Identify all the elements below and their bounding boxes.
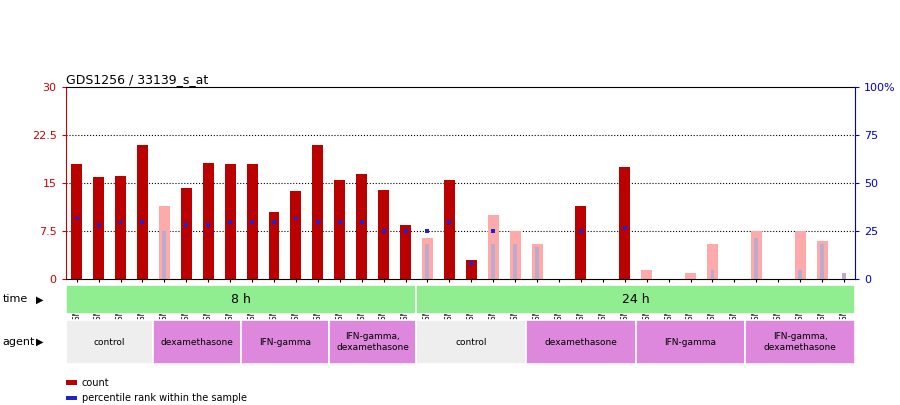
Bar [842,273,846,279]
Bar [751,231,761,279]
Bar [291,191,302,279]
Text: dexamethasone: dexamethasone [544,337,617,347]
Bar [575,206,587,279]
Bar [469,262,473,265]
Bar [96,223,101,227]
Text: IFN-gamma: IFN-gamma [664,337,716,347]
Text: control: control [455,337,487,347]
Text: 24 h: 24 h [622,293,650,306]
Bar [247,164,257,279]
Bar [229,220,232,224]
Text: ▶: ▶ [36,294,43,304]
Bar [338,220,342,224]
Text: time: time [3,294,28,304]
Bar [66,285,417,314]
Bar [400,225,411,279]
Bar [820,244,824,279]
Bar [66,320,153,364]
Bar [312,145,323,279]
Text: ▶: ▶ [36,337,43,347]
Bar [140,220,144,224]
Bar [316,220,320,224]
Bar [491,244,495,279]
Bar [334,180,346,279]
Bar [71,164,82,279]
Bar [619,167,630,279]
Bar [641,270,652,279]
Bar [93,177,104,279]
Bar [403,230,408,233]
Bar [635,320,745,364]
Text: percentile rank within the sample: percentile rank within the sample [82,393,247,403]
Text: IFN-gamma,
dexamethasone: IFN-gamma, dexamethasone [337,332,410,352]
Bar [745,320,855,364]
Bar [623,226,626,230]
Bar [526,320,635,364]
Bar [159,206,170,279]
Bar [162,231,166,279]
Bar [417,320,526,364]
Bar [225,164,236,279]
Bar [754,238,759,279]
Text: IFN-gamma: IFN-gamma [259,337,311,347]
Bar [536,247,539,279]
Bar [798,270,802,279]
Bar [268,212,280,279]
Bar [272,220,276,224]
Bar [115,176,126,279]
Bar [360,220,364,224]
Bar [426,244,429,279]
Bar [795,231,806,279]
Bar [328,320,417,364]
Bar [685,273,696,279]
Bar [119,220,122,224]
Bar [181,188,192,279]
Bar [378,190,389,279]
Bar [426,230,429,233]
Bar [382,230,385,233]
Bar [488,215,499,279]
Bar [422,238,433,279]
Bar [491,230,495,233]
Bar [417,285,855,314]
Text: IFN-gamma,
dexamethasone: IFN-gamma, dexamethasone [764,332,837,352]
Text: dexamethasone: dexamethasone [161,337,234,347]
Text: GDS1256 / 33139_s_at: GDS1256 / 33139_s_at [66,73,208,86]
Bar [707,244,718,279]
Bar [250,220,254,224]
Text: agent: agent [3,337,35,347]
Text: 8 h: 8 h [231,293,251,306]
Bar [241,320,328,364]
Bar [153,320,241,364]
Bar [710,270,715,279]
Bar [509,231,520,279]
Bar [294,217,298,220]
Bar [137,145,148,279]
Bar [532,244,543,279]
Bar [579,230,583,233]
Bar [444,180,454,279]
Bar [75,217,78,220]
Text: count: count [82,378,110,388]
Bar [816,241,828,279]
Bar [202,163,213,279]
Text: control: control [94,337,125,347]
Bar [206,223,211,227]
Bar [513,244,518,279]
Bar [356,174,367,279]
Bar [466,260,477,279]
Bar [184,223,188,227]
Bar [447,220,452,224]
